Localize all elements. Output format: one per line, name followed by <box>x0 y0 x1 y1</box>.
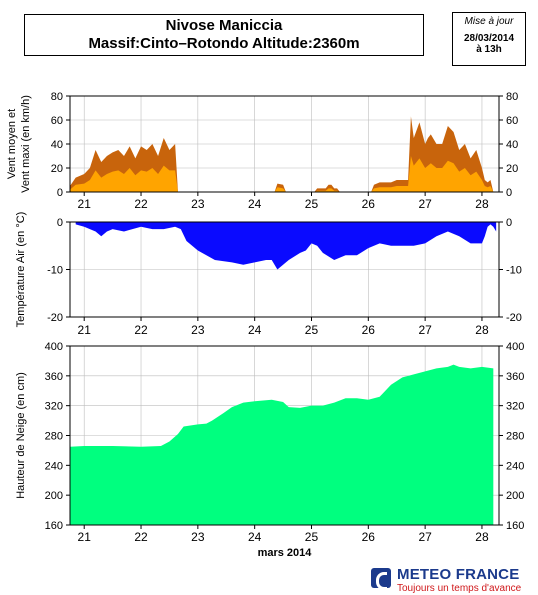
x-tick-label: 23 <box>191 530 205 544</box>
x-axis-label: mars 2014 <box>258 547 313 559</box>
y-axis-label: Vent moyen et <box>6 109 18 179</box>
y-tick-label-left: 80 <box>51 91 63 103</box>
x-tick-label: 27 <box>418 323 432 337</box>
update-box: Mise à jour 28/03/2014 à 13h <box>452 12 526 66</box>
y-tick-label-left: 200 <box>45 490 63 502</box>
y-tick-label-left: 320 <box>45 401 63 413</box>
y-tick-label-left: 20 <box>51 163 63 175</box>
y-tick-label-right: 280 <box>506 431 524 443</box>
chart-panel-2 <box>66 221 503 321</box>
y-tick-label-left: 400 <box>45 341 63 353</box>
x-tick-label: 21 <box>78 323 92 337</box>
series-moyen <box>70 156 494 192</box>
update-label: Mise à jour <box>464 16 514 27</box>
station-title: Nivose Maniccia <box>165 17 283 34</box>
y-tick-label-right: 320 <box>506 401 524 413</box>
x-tick-label: 23 <box>191 323 205 337</box>
y-tick-label-right: 20 <box>506 163 518 175</box>
y-tick-label-left: 160 <box>45 520 63 532</box>
y-tick-label-right: 80 <box>506 91 518 103</box>
x-tick-label: 22 <box>134 323 148 337</box>
x-tick-label: 25 <box>305 197 319 211</box>
x-tick-label: 28 <box>475 530 489 544</box>
series-temperature <box>75 222 497 270</box>
y-tick-label-left: 360 <box>45 371 63 383</box>
series-max <box>70 116 494 192</box>
y-tick-label-right: 240 <box>506 460 524 472</box>
y-axis-label: Température Air (en °C) <box>15 212 27 328</box>
meteo-france-logo-icon <box>371 568 391 590</box>
y-axis-label: Vent maxi (en km/h) <box>20 95 32 193</box>
y-tick-label-left: 240 <box>45 460 63 472</box>
x-tick-label: 27 <box>418 197 432 211</box>
meteo-france-logo: METEO FRANCE Toujours un temps d'avance <box>371 566 531 594</box>
y-axis-label: Hauteur de Neige (en cm) <box>15 372 27 499</box>
x-tick-label: 24 <box>248 530 262 544</box>
x-tick-label: 28 <box>475 197 489 211</box>
series-snow_depth <box>70 364 494 525</box>
update-time: à 13h <box>476 44 502 55</box>
chart-panel-3 <box>66 345 503 529</box>
y-tick-label-right: 160 <box>506 520 524 532</box>
y-tick-label-left: -20 <box>47 312 63 324</box>
y-tick-label-right: -20 <box>506 312 522 324</box>
x-tick-label: 23 <box>191 197 205 211</box>
chart-panel-1 <box>66 95 503 196</box>
x-tick-label: 25 <box>305 323 319 337</box>
brand-name: METEO FRANCE <box>397 566 520 583</box>
update-date: 28/03/2014 <box>463 33 515 44</box>
y-tick-label-left: 0 <box>57 187 63 199</box>
station-subtitle: Massif:Cinto–Rotondo Altitude:2360m <box>88 35 360 52</box>
brand-slogan: Toujours un temps d'avance <box>397 583 522 594</box>
x-tick-label: 22 <box>134 197 148 211</box>
y-tick-label-right: 40 <box>506 139 518 151</box>
y-tick-label-right: -10 <box>506 265 522 277</box>
y-tick-label-right: 200 <box>506 490 524 502</box>
x-tick-label: 26 <box>362 197 376 211</box>
y-tick-label-right: 360 <box>506 371 524 383</box>
y-tick-label-right: 400 <box>506 341 524 353</box>
y-tick-label-left: -10 <box>47 265 63 277</box>
x-tick-label: 22 <box>134 530 148 544</box>
x-tick-label: 26 <box>362 530 376 544</box>
x-tick-label: 26 <box>362 323 376 337</box>
x-tick-label: 25 <box>305 530 319 544</box>
x-tick-label: 28 <box>475 323 489 337</box>
y-tick-label-left: 40 <box>51 139 63 151</box>
x-tick-label: 21 <box>78 530 92 544</box>
x-tick-label: 27 <box>418 530 432 544</box>
title-box: Nivose Maniccia Massif:Cinto–Rotondo Alt… <box>24 14 424 56</box>
x-tick-label: 24 <box>248 323 262 337</box>
x-tick-label: 21 <box>78 197 92 211</box>
y-tick-label-right: 0 <box>506 187 512 199</box>
y-tick-label-right: 0 <box>506 217 512 229</box>
y-tick-label-left: 280 <box>45 431 63 443</box>
y-tick-label-right: 60 <box>506 115 518 127</box>
x-tick-label: 24 <box>248 197 262 211</box>
y-tick-label-left: 0 <box>57 217 63 229</box>
y-tick-label-left: 60 <box>51 115 63 127</box>
